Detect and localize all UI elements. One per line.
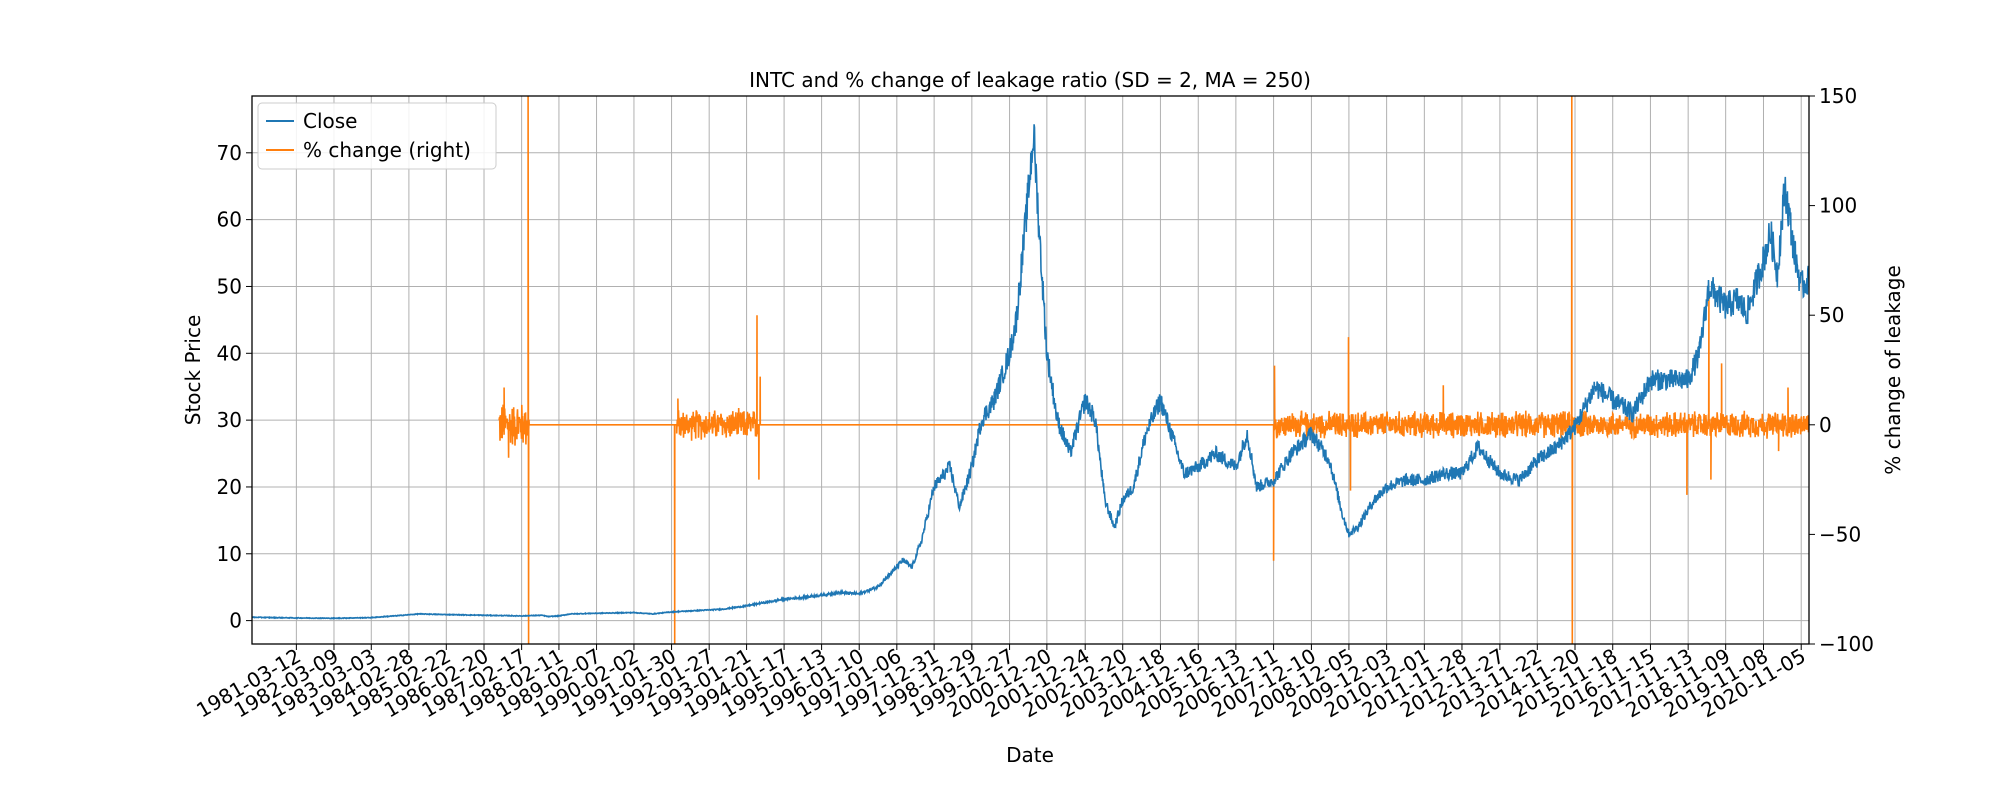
y-tick-label: 70 [217,141,242,165]
y-tick-label-right: −50 [1819,522,1861,546]
plot-frame [251,95,1810,645]
series-line-pct-change [498,96,1809,644]
y-tick-label-right: 50 [1819,303,1844,327]
y-tick-label: 0 [229,609,242,633]
y-axis-label: Stock Price [181,315,205,426]
x-axis-label: Date [1006,743,1054,767]
right-axis: −100 −50 0 50 100 150 [1809,84,1874,656]
x-axis: 1981-03-121982-03-091983-03-031984-02-28… [192,644,1810,723]
y-tick-label-right: 150 [1819,84,1857,108]
y-tick-label-right: 100 [1819,194,1857,218]
y-tick-label: 50 [217,274,242,298]
y-axis-label-right: % change of leakage [1881,265,1905,475]
legend: Close % change (right) [257,102,497,170]
left-axis: 0 10 20 30 40 50 60 70 [217,141,252,633]
legend-label-close: Close [303,109,357,133]
plot-area [252,96,1809,644]
y-tick-label-right: −100 [1819,632,1874,656]
series-line-close [252,124,1809,620]
y-tick-label-right: 0 [1819,413,1832,437]
y-tick-label: 60 [217,208,242,232]
y-tick-label: 10 [217,542,242,566]
y-tick-label: 20 [217,475,242,499]
legend-box [257,102,497,170]
y-tick-label: 30 [217,408,242,432]
chart-title: INTC and % change of leakage ratio (SD =… [749,68,1311,92]
legend-label-pct-change: % change (right) [303,138,471,162]
y-tick-label: 40 [217,341,242,365]
